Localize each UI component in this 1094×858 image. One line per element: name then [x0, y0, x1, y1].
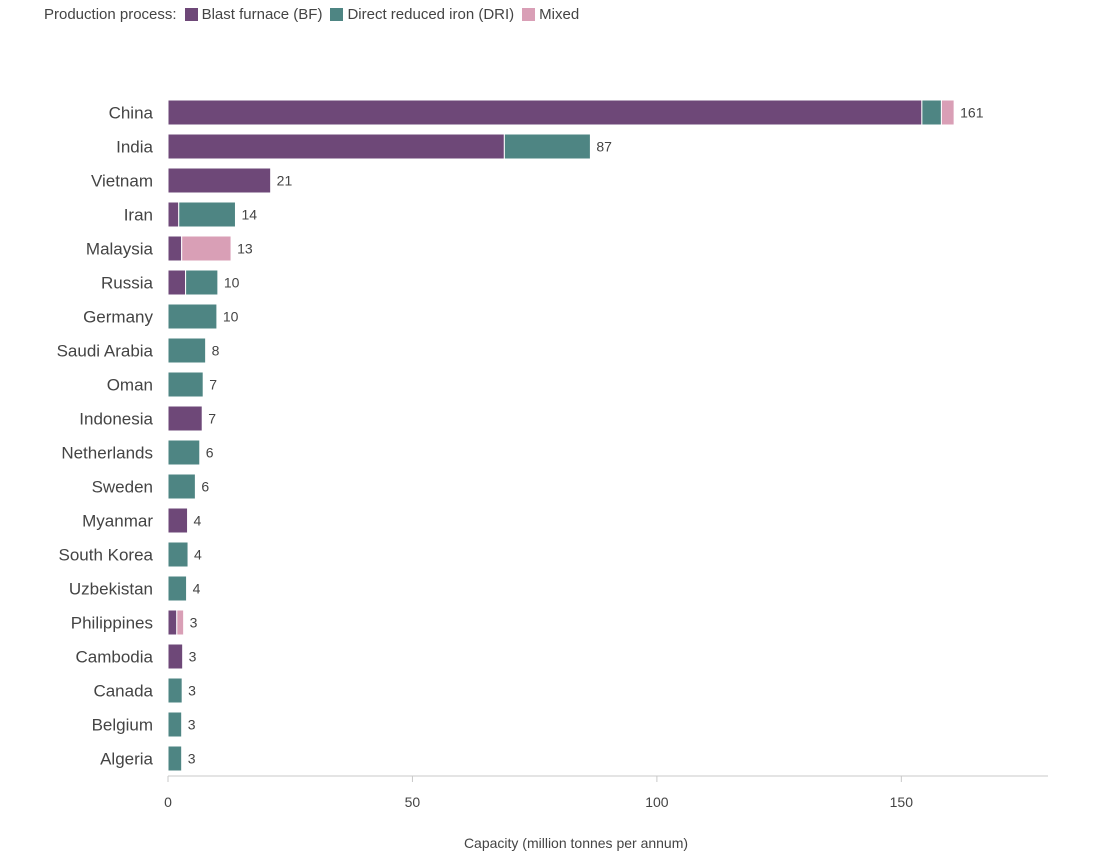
category-label: Myanmar [82, 512, 153, 531]
category-label: Netherlands [61, 444, 153, 463]
x-axis-title: Capacity (million tonnes per annum) [464, 835, 688, 851]
x-tick-label: 100 [645, 794, 669, 810]
bar-philippines-series-0[interactable] [167, 609, 178, 636]
bar-germany-series-1[interactable] [167, 303, 218, 330]
bar-russia-series-0[interactable] [167, 269, 187, 296]
legend-title: Production process: [44, 6, 177, 23]
category-label: Malaysia [86, 240, 154, 259]
bar-cambodia-series-0[interactable] [167, 643, 184, 670]
legend-swatch-dri [330, 8, 344, 21]
category-label: Algeria [100, 750, 153, 769]
bar-indonesia-series-0[interactable] [167, 405, 203, 432]
value-label: 3 [188, 683, 196, 699]
bar-malaysia-series-0[interactable] [167, 235, 183, 262]
legend-item-bf[interactable]: Blast furnace (BF) [184, 6, 323, 23]
value-label: 10 [224, 275, 240, 291]
bar-china-series-1[interactable] [921, 99, 942, 126]
category-label: Germany [83, 308, 153, 327]
x-axis: 0 50 100 150 [164, 775, 1048, 810]
value-label: 3 [188, 751, 196, 767]
value-label: 10 [223, 309, 239, 325]
bar-myanmar-series-0[interactable] [167, 507, 189, 534]
value-label: 3 [189, 649, 197, 665]
category-label: Russia [101, 274, 154, 293]
value-label: 21 [277, 173, 293, 189]
bar-russia-series-1[interactable] [185, 269, 219, 296]
value-label: 13 [237, 241, 253, 257]
legend-swatch-bf [184, 8, 198, 21]
category-label: Indonesia [79, 410, 153, 429]
x-tick-label: 0 [164, 794, 172, 810]
category-label: Canada [93, 682, 153, 701]
legend-label-mixed: Mixed [539, 6, 580, 23]
bar-sweden-series-1[interactable] [167, 473, 196, 500]
value-label: 4 [194, 547, 202, 563]
category-label: Sweden [92, 478, 153, 497]
category-label: Vietnam [91, 172, 153, 191]
value-label: 6 [201, 479, 209, 495]
value-label: 161 [960, 105, 984, 121]
category-label: Uzbekistan [69, 580, 153, 599]
value-label: 6 [206, 445, 214, 461]
category-label: Philippines [71, 614, 153, 633]
bar-iran-series-0[interactable] [167, 201, 180, 228]
x-tick-label: 150 [890, 794, 914, 810]
legend-item-mixed[interactable]: Mixed [522, 6, 579, 23]
category-label: Saudi Arabia [57, 342, 154, 361]
x-tick-label: 50 [405, 794, 421, 810]
category-label: Belgium [92, 716, 153, 735]
category-label: Iran [124, 206, 153, 225]
category-label: India [116, 138, 153, 157]
value-label: 8 [212, 343, 220, 359]
value-label: 3 [190, 615, 198, 631]
value-label: 87 [596, 139, 612, 155]
bar-algeria-series-1[interactable] [167, 745, 183, 772]
category-labels: China India Vietnam Iran Malaysia Russia Germa… [57, 104, 154, 769]
bar-vietnam-series-0[interactable] [167, 167, 272, 194]
value-label: 14 [241, 207, 257, 223]
value-label: 3 [188, 717, 196, 733]
value-label: 4 [194, 513, 202, 529]
value-label: 7 [209, 377, 217, 393]
bar-saudi-arabia-series-1[interactable] [167, 337, 207, 364]
bar-iran-series-1[interactable] [178, 201, 236, 228]
bar-oman-series-1[interactable] [167, 371, 204, 398]
legend-item-dri[interactable]: Direct reduced iron (DRI) [330, 6, 514, 23]
value-label: 7 [208, 411, 216, 427]
category-label: South Korea [58, 546, 153, 565]
bar-south-korea-series-1[interactable] [167, 541, 189, 568]
bar-malaysia-series-2[interactable] [181, 235, 232, 262]
bar-belgium-series-1[interactable] [167, 711, 183, 738]
bar-philippines-series-2[interactable] [176, 609, 185, 636]
bar-netherlands-series-1[interactable] [167, 439, 201, 466]
bar-uzbekistan-series-1[interactable] [167, 575, 188, 602]
bar-china-series-0[interactable] [167, 99, 923, 126]
bar-china-series-2[interactable] [940, 99, 955, 126]
value-label: 4 [193, 581, 201, 597]
bar-india-series-0[interactable] [167, 133, 505, 160]
category-label: Oman [107, 376, 153, 395]
bar-canada-series-1[interactable] [167, 677, 183, 704]
legend-swatch-mixed [522, 8, 536, 21]
legend: Production process: Blast furnace (BF) D… [44, 6, 579, 23]
bars-group [167, 99, 955, 772]
category-label: China [109, 104, 154, 123]
bar-india-series-1[interactable] [503, 133, 591, 160]
category-label: Cambodia [76, 648, 154, 667]
legend-label-dri: Direct reduced iron (DRI) [347, 6, 515, 23]
legend-label-bf: Blast furnace (BF) [201, 6, 323, 23]
